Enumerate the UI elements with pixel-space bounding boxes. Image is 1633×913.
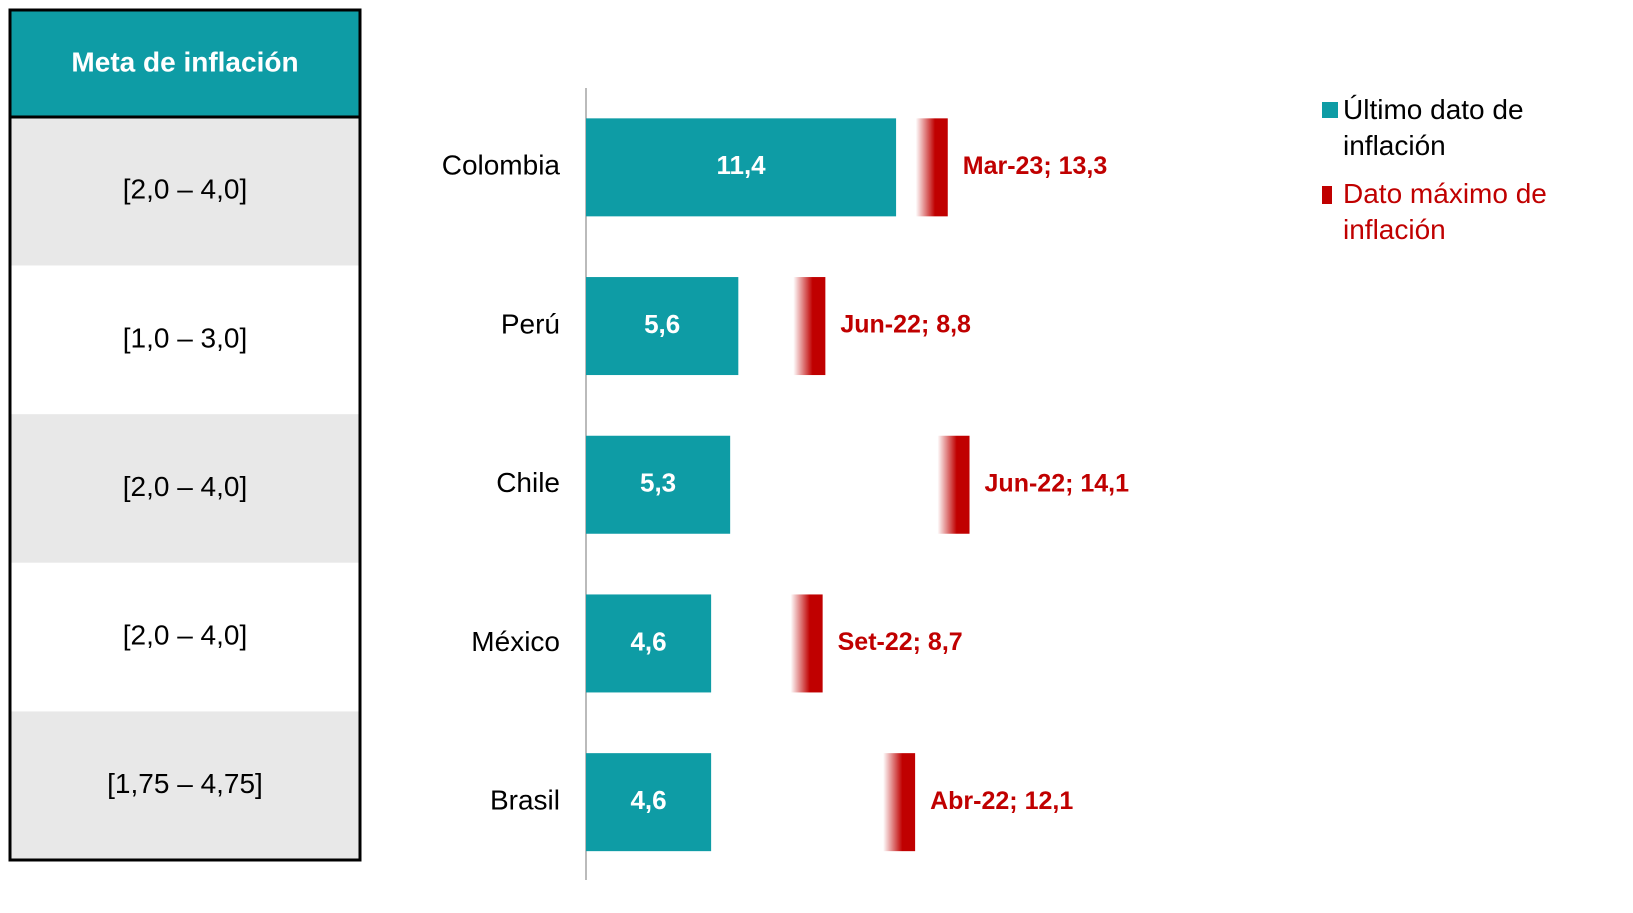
bar-label: 4,6: [630, 785, 666, 815]
bar-label: 5,3: [640, 468, 676, 498]
max-marker: [790, 594, 823, 693]
category-label: México: [471, 626, 560, 657]
max-marker: [883, 753, 916, 852]
legend-item: Último dato de inflación: [1322, 92, 1572, 164]
max-marker: [937, 435, 970, 534]
bar-label: 4,6: [630, 626, 666, 656]
legend-label: Dato máximo de inflación: [1343, 178, 1547, 245]
table-cell: [2,0 – 4,0]: [123, 471, 248, 502]
bar-label: 5,6: [644, 309, 680, 339]
bar: [586, 594, 712, 693]
bar: [586, 435, 731, 534]
max-label: Set-22; 8,7: [838, 628, 963, 656]
category-label: Colombia: [442, 150, 561, 181]
max-label: Mar-23; 13,3: [963, 152, 1108, 180]
max-marker: [793, 277, 826, 376]
table-cell: [1,75 – 4,75]: [107, 768, 263, 799]
table-row-bg: [10, 711, 360, 860]
max-label: Abr-22; 12,1: [930, 787, 1073, 815]
table-row-bg: [10, 414, 360, 563]
legend-swatch: [1322, 102, 1338, 118]
legend-swatch: [1322, 186, 1332, 204]
table-header: Meta de inflación: [71, 46, 298, 77]
bar: [586, 277, 739, 376]
legend: Último dato de inflación Dato máximo de …: [1322, 92, 1572, 260]
table-header-bg: [10, 10, 360, 117]
category-label: Chile: [496, 467, 560, 498]
table-row-bg: [10, 562, 360, 712]
category-label: Perú: [501, 308, 560, 339]
bar-label: 11,4: [716, 150, 766, 180]
table-row-bg: [10, 265, 360, 415]
max-label: Jun-22; 14,1: [985, 469, 1130, 497]
legend-label: Último dato de inflación: [1343, 94, 1524, 161]
bar: [586, 118, 897, 217]
table-cell: [2,0 – 4,0]: [123, 174, 248, 205]
max-marker: [915, 118, 948, 217]
table-cell: [1,0 – 3,0]: [123, 322, 248, 353]
max-label: Jun-22; 8,8: [840, 311, 971, 339]
table-border: [8, 8, 362, 862]
legend-item: Dato máximo de inflación: [1322, 176, 1572, 248]
bar: [586, 753, 712, 852]
table-row-bg: [10, 117, 360, 266]
table-cell: [2,0 – 4,0]: [123, 619, 248, 650]
category-label: Brasil: [490, 785, 560, 816]
